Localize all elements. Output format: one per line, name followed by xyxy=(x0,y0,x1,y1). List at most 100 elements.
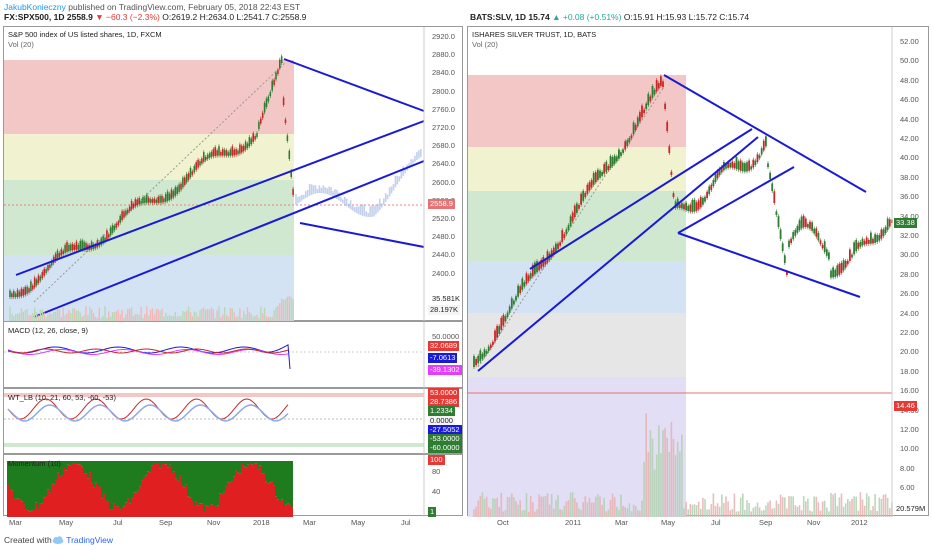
price-tick: 18.00 xyxy=(900,366,919,376)
left-chart-title: S&P 500 index of US listed shares, 1D, F… xyxy=(8,30,162,39)
volume-bar xyxy=(811,511,813,517)
volume-bar xyxy=(220,317,222,322)
momentum-bar-up xyxy=(97,461,99,486)
volume-bar xyxy=(515,501,517,517)
volume-bar xyxy=(165,312,167,322)
volume-bar xyxy=(263,307,266,322)
volume-bar xyxy=(244,314,247,322)
projected-candle xyxy=(388,187,391,197)
volume-bar xyxy=(53,312,55,322)
candle xyxy=(58,253,61,258)
trendline-mid[interactable] xyxy=(677,166,795,234)
projected-candle xyxy=(373,205,375,217)
volume-bar xyxy=(119,314,121,322)
candle xyxy=(37,275,40,284)
trendline-bottom[interactable] xyxy=(299,222,425,248)
candle xyxy=(527,275,530,282)
momentum-bar-up xyxy=(165,461,167,465)
right-symbol[interactable]: BATS:SLV, 1D xyxy=(470,12,527,22)
left-price: 2558.9 xyxy=(66,12,93,22)
candle xyxy=(199,161,201,166)
left-price-pane[interactable]: S&P 500 index of US listed shares, 1D, F… xyxy=(3,26,463,322)
candle xyxy=(693,199,696,212)
momentum-bar-down xyxy=(195,501,197,517)
volume-bar xyxy=(39,309,42,322)
projected-candle xyxy=(295,193,297,205)
volume-bar xyxy=(687,509,689,517)
candle xyxy=(288,150,291,159)
volume-bar xyxy=(849,501,851,517)
momentum-bar-up xyxy=(41,461,43,504)
candle xyxy=(250,138,253,145)
momentum-bar-up xyxy=(51,461,53,484)
right-level-tag: 14.46 xyxy=(894,401,917,411)
candle xyxy=(73,245,76,250)
volume-bar xyxy=(550,494,553,517)
momentum-bar-up xyxy=(55,461,57,480)
volume-bar xyxy=(559,509,561,517)
momentum-bar-down xyxy=(243,466,245,517)
trendline-upper-channel[interactable] xyxy=(529,128,753,270)
candle xyxy=(613,155,616,164)
candle xyxy=(115,223,118,228)
left-time-axis[interactable]: Mar May Jul Sep Nov 2018 Mar May Jul xyxy=(3,517,423,529)
candle xyxy=(525,273,528,284)
momentum-bar-up xyxy=(87,461,89,479)
trendline-lower-channel[interactable] xyxy=(477,136,759,372)
tradingview-logo[interactable]: TradingView xyxy=(52,535,113,545)
right-price-pane[interactable]: ISHARES SILVER TRUST, 1D, BATS Vol (20) … xyxy=(467,26,929,517)
time-tick: Mar xyxy=(615,518,628,527)
volume-bar xyxy=(16,314,19,322)
volume-bar xyxy=(129,308,131,322)
candle xyxy=(559,242,561,246)
fib-zone xyxy=(468,147,686,191)
momentum-bar-up xyxy=(17,461,19,499)
projected-candle xyxy=(349,200,352,210)
momentum-bar-down xyxy=(281,499,283,517)
momentum-bar-up xyxy=(143,461,145,478)
candle xyxy=(128,206,131,212)
momentum-bar-down xyxy=(251,464,253,517)
momentum-bar-down xyxy=(199,503,201,517)
volume-bar xyxy=(708,509,710,517)
candle xyxy=(168,193,171,200)
left-symbol[interactable]: FX:SPX500, 1D xyxy=(4,12,65,22)
momentum-pane[interactable]: Momentum (10) 100 80 40 1 xyxy=(3,454,463,517)
right-time-axis[interactable]: Oct 2011 Mar May Jul Sep Nov 2012 xyxy=(467,517,891,529)
candle xyxy=(79,240,82,250)
time-tick: 2012 xyxy=(851,518,868,527)
candle xyxy=(691,199,694,212)
momentum-bar-down xyxy=(145,475,147,517)
candle xyxy=(859,242,862,247)
trendline-top[interactable] xyxy=(663,74,867,193)
price-tick: 22.00 xyxy=(900,328,919,337)
trendline-lower-channel[interactable] xyxy=(33,160,425,318)
projected-candle xyxy=(418,150,420,159)
momentum-bar-down xyxy=(23,504,25,517)
tradingview-brand: TradingView xyxy=(66,535,113,545)
wt-pane[interactable]: WT_LB (10, 21, 60, 53, -60, -53) 53.0000… xyxy=(3,388,463,455)
volume-bar xyxy=(830,493,832,517)
volume-bar xyxy=(243,310,245,322)
trendline-bottom[interactable] xyxy=(677,232,861,298)
candle xyxy=(538,262,540,271)
candle xyxy=(622,149,624,153)
wt-tag: -27.5052 xyxy=(428,424,462,435)
momentum-bar-down xyxy=(135,492,137,517)
projected-candle xyxy=(420,148,422,158)
volume-bar xyxy=(525,493,528,517)
volume-bar xyxy=(140,306,142,322)
momentum-bar-up xyxy=(207,461,209,507)
trendline-upper-channel[interactable] xyxy=(15,120,425,276)
volume-bar xyxy=(578,508,580,517)
trendline-top[interactable] xyxy=(283,58,425,112)
macd-pane[interactable]: MACD (12, 26, close, 9) 50.0000 32.0689 … xyxy=(3,321,463,389)
author-link[interactable]: JakubKonieczny xyxy=(4,2,66,12)
candle xyxy=(184,177,186,185)
candle xyxy=(844,260,847,268)
volume-bar xyxy=(842,506,845,517)
volume-bar xyxy=(9,306,11,322)
projected-candle xyxy=(328,186,330,195)
volume-bar xyxy=(618,509,620,517)
volume-bar xyxy=(769,500,771,517)
